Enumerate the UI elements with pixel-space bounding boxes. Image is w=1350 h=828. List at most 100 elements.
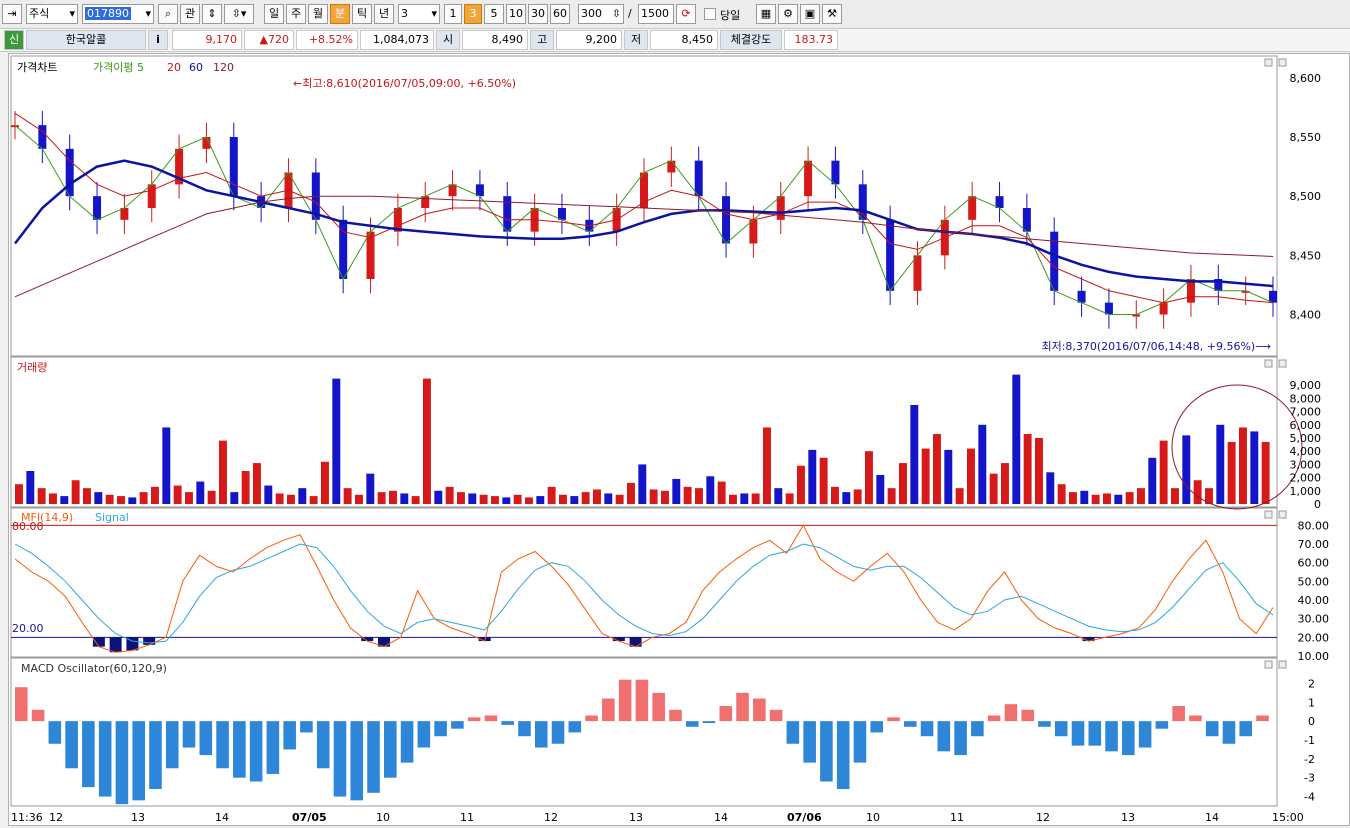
- ma5-line: [14, 124, 1274, 315]
- save-icon[interactable]: ▣: [800, 4, 820, 24]
- macd-bar: [803, 721, 816, 763]
- mfi-y-tick: 20.00: [1298, 631, 1330, 644]
- candle-body: [1159, 302, 1168, 315]
- period-minute-button[interactable]: 분: [330, 4, 350, 24]
- ma20-line: [14, 112, 1274, 304]
- macd-bar: [1021, 709, 1034, 722]
- volume-y-tick: 6,000: [1290, 419, 1322, 432]
- gear-icon[interactable]: ⚙: [778, 4, 798, 24]
- candle-body: [147, 184, 156, 208]
- volume-bar: [729, 494, 737, 504]
- macd-bar: [518, 721, 531, 737]
- macd-bar: [48, 721, 62, 744]
- period-tick-button[interactable]: 틱: [352, 4, 372, 24]
- stepper-icon[interactable]: ⇳▾: [224, 4, 254, 24]
- ma120-line: [14, 195, 1274, 298]
- macd-bar: [702, 721, 716, 724]
- volume-bar: [423, 378, 431, 504]
- macd-bar: [887, 717, 900, 722]
- macd-bar: [1054, 721, 1068, 737]
- candle-body: [503, 196, 512, 232]
- volume-bar: [717, 481, 726, 504]
- volume-bar: [899, 463, 907, 504]
- interval-5-button[interactable]: 5: [484, 4, 504, 24]
- volume-bar: [1261, 441, 1270, 504]
- volume-bar: [661, 490, 669, 504]
- macd-bar: [937, 721, 951, 752]
- macd-bar: [115, 721, 129, 805]
- volume-bar: [615, 494, 624, 504]
- stock-code-value: 017890: [85, 7, 131, 20]
- count-max-field[interactable]: 1500: [638, 4, 674, 24]
- candle-body: [229, 137, 238, 197]
- chart-settings-icon[interactable]: ▦: [756, 4, 776, 24]
- chevron-down-icon: ▾: [145, 7, 151, 20]
- legend-ma20: 20: [167, 61, 181, 74]
- volume-y-tick: 4,000: [1290, 445, 1322, 458]
- volume-bar: [219, 440, 227, 504]
- volume-bar: [649, 489, 658, 504]
- mfi-y-tick: 50.00: [1298, 575, 1330, 588]
- volume-bar: [763, 427, 771, 504]
- macd-bar: [316, 721, 330, 769]
- macd-bar: [920, 721, 934, 737]
- macd-bar: [132, 721, 145, 801]
- market-select[interactable]: 주식 ▾: [26, 4, 78, 24]
- open-label: 시: [436, 30, 460, 50]
- volume-bar: [559, 494, 567, 504]
- x-axis-label: 11: [460, 811, 474, 824]
- volume-bar: [627, 482, 635, 504]
- macd-bar: [249, 721, 263, 782]
- volume-bar: [865, 451, 873, 504]
- candle-body: [1104, 302, 1113, 315]
- macd-bar: [853, 721, 867, 763]
- interval-select[interactable]: 3 ▾: [398, 4, 440, 24]
- volume-highlight-circle: [1171, 384, 1303, 510]
- today-checkbox[interactable]: [704, 8, 716, 20]
- candle-body: [1050, 231, 1059, 291]
- chart-area[interactable]: 8,600 8,550 8,500 8,450 8,400 9,000 8,000 7,000…: [8, 53, 1350, 826]
- volume-bar: [1046, 472, 1055, 504]
- interval-3-button[interactable]: 3: [464, 4, 482, 24]
- window-menu-icon[interactable]: ⇥: [2, 4, 22, 24]
- refresh-icon[interactable]: ⟳: [676, 4, 696, 24]
- info-button[interactable]: i: [148, 30, 168, 50]
- interval-30-button[interactable]: 30: [528, 4, 548, 24]
- mfi-upper-label: 80.00: [12, 520, 44, 533]
- volume-bar: [933, 434, 941, 504]
- strength-label: 체결강도: [720, 30, 782, 50]
- gwan-button[interactable]: 관: [180, 4, 200, 24]
- mfi-y-tick: 30.00: [1298, 613, 1330, 626]
- volume-bar: [1080, 490, 1089, 504]
- period-month-button[interactable]: 월: [308, 4, 328, 24]
- volume-bar: [298, 488, 307, 504]
- volume-y-tick: 7,000: [1290, 406, 1322, 419]
- candle-body: [831, 160, 840, 185]
- mfi-oversold-fill: [109, 637, 122, 653]
- candle-body: [913, 255, 922, 291]
- sort-icon[interactable]: ⇕: [202, 4, 222, 24]
- volume-bar: [1193, 480, 1202, 504]
- quote-bar: 신 한국알콜 i 9,170 ▲720 +8.52% 1,084,073 시 8…: [0, 29, 1350, 52]
- macd-bar: [31, 709, 45, 722]
- macd-bar: [199, 721, 213, 756]
- tool-icon[interactable]: ⚒: [822, 4, 842, 24]
- search-icon[interactable]: ⌕: [158, 4, 178, 24]
- volume-bar: [15, 484, 23, 504]
- macd-panel-maximize-icon: [1278, 660, 1287, 669]
- period-week-button[interactable]: 주: [286, 4, 306, 24]
- macd-bar: [534, 721, 548, 748]
- interval-10-button[interactable]: 10: [506, 4, 526, 24]
- macd-bar: [333, 721, 347, 797]
- volume-bar: [751, 493, 760, 504]
- volume-y-tick: 1,000: [1290, 485, 1322, 498]
- count-input[interactable]: 300 ⇳: [578, 4, 624, 24]
- stock-code-input[interactable]: 017890 ▾: [82, 4, 154, 24]
- stock-chart[interactable]: 8,600 8,550 8,500 8,450 8,400 9,0008,0007,000…: [9, 54, 1349, 825]
- volume-panel-maximize-icon: [1278, 359, 1287, 368]
- interval-1-button[interactable]: 1: [444, 4, 462, 24]
- mfi-oversold-fill: [629, 637, 642, 647]
- period-day-button[interactable]: 일: [264, 4, 284, 24]
- period-year-button[interactable]: 년: [374, 4, 394, 24]
- interval-60-button[interactable]: 60: [550, 4, 570, 24]
